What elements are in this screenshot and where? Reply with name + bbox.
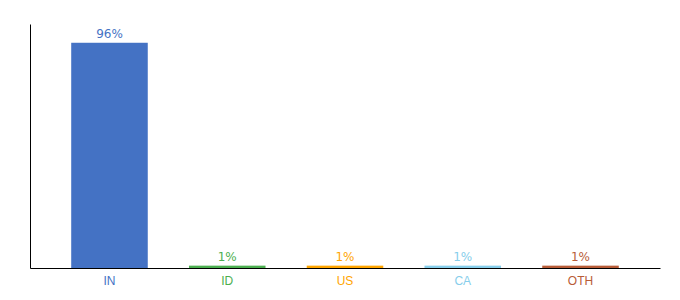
data-label: 1% — [453, 250, 472, 264]
x-axis-line — [31, 268, 661, 269]
bars — [71, 43, 619, 268]
bar — [307, 266, 384, 268]
y-axis — [30, 25, 31, 269]
x-tick: US — [337, 274, 354, 288]
x-tick: CA — [454, 274, 471, 288]
x-tick-label: US — [337, 274, 354, 288]
x-tick-label: CA — [454, 274, 471, 288]
data-label: 1% — [335, 250, 354, 264]
x-axis: IN ID US CA OTH — [31, 269, 661, 288]
bar — [424, 266, 501, 268]
plot: 96% 1% 1% 1% 1% IN ID US CA OTH — [31, 25, 661, 288]
chart: 96% 1% 1% 1% 1% IN ID US CA OTH — [0, 0, 680, 300]
x-tick: ID — [221, 274, 233, 288]
y-axis-line — [30, 25, 31, 269]
bar — [189, 266, 266, 268]
data-label: 1% — [218, 250, 237, 264]
data-label: 1% — [571, 250, 590, 264]
data-label: 96% — [96, 27, 123, 41]
x-tick-label: IN — [103, 274, 115, 288]
bar — [71, 43, 148, 268]
x-tick: OTH — [568, 274, 593, 288]
x-tick-label: OTH — [568, 274, 593, 288]
data-labels: 96% 1% 1% 1% 1% — [96, 27, 590, 264]
bar — [542, 266, 619, 268]
x-tick: IN — [103, 274, 115, 288]
x-tick-label: ID — [221, 274, 233, 288]
